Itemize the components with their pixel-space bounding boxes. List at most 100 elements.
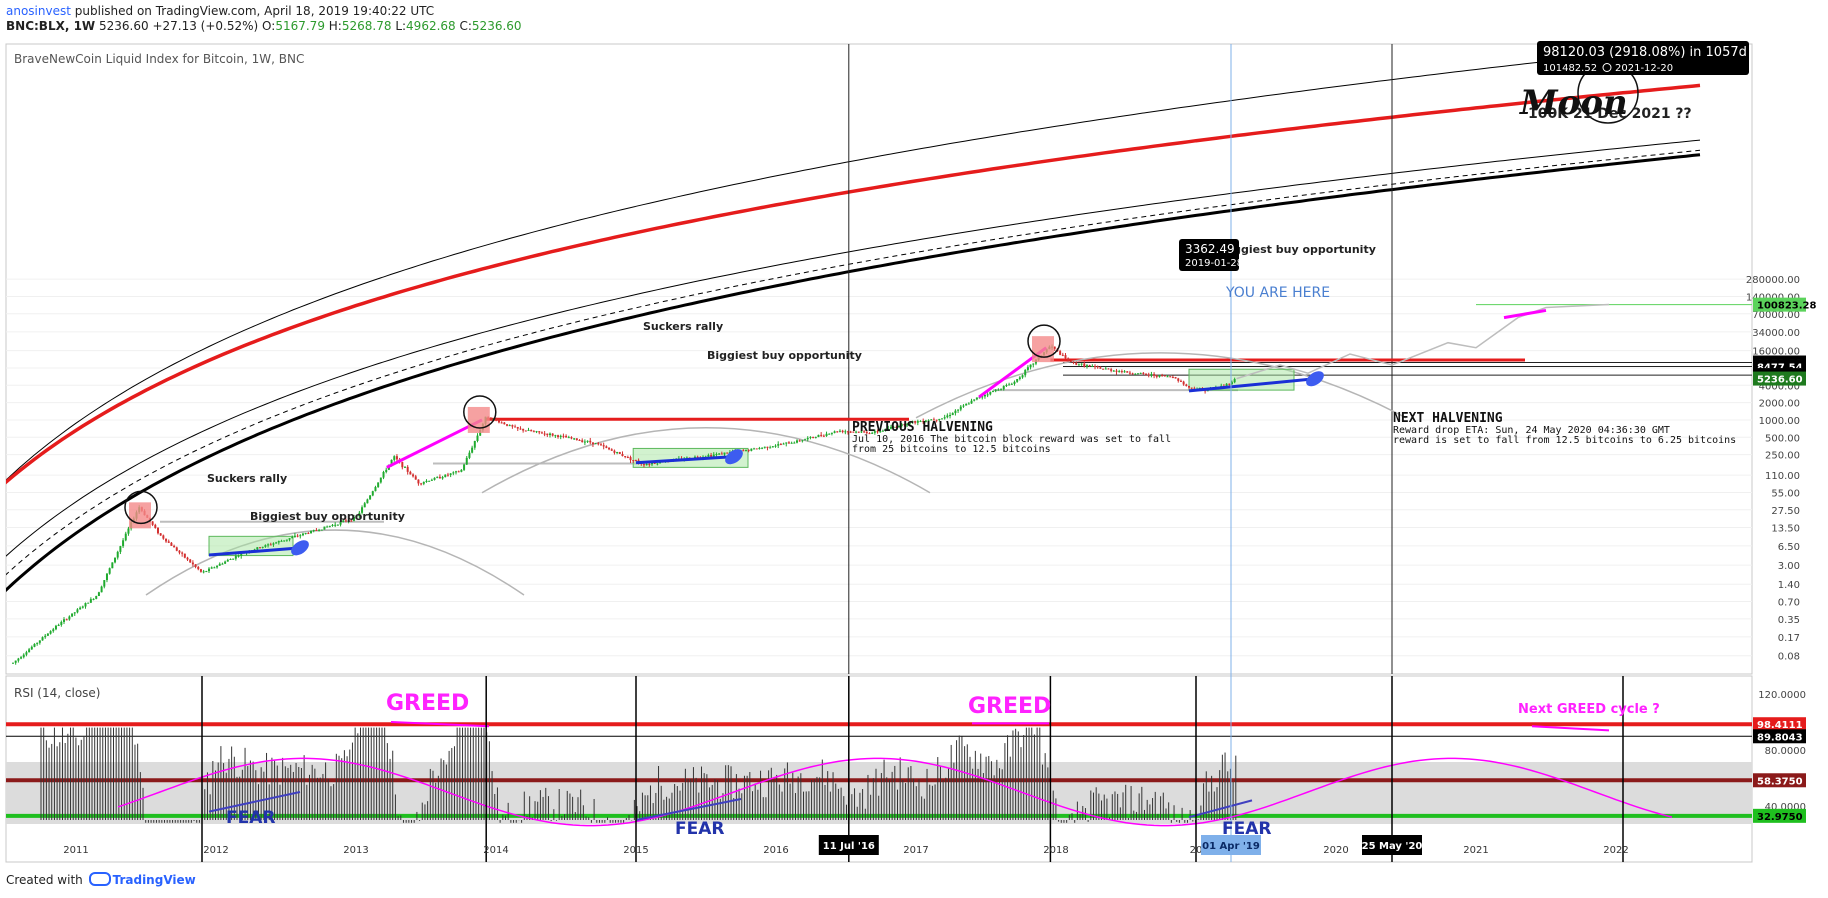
candle-body xyxy=(285,539,288,541)
candle-body xyxy=(879,431,882,433)
candle-body xyxy=(511,425,514,427)
candle-body xyxy=(530,429,533,432)
candle-body xyxy=(777,444,780,446)
candle-body xyxy=(914,421,917,423)
candle-body xyxy=(884,428,887,431)
candle-body xyxy=(449,473,452,475)
candle-body xyxy=(105,573,108,581)
candle-body xyxy=(261,546,264,548)
candle-body xyxy=(122,540,125,547)
blue-arrow xyxy=(208,546,301,557)
candle-body xyxy=(715,454,718,456)
price-tick-label: 34000.00 xyxy=(1752,328,1800,339)
fear-label-3: FEAR xyxy=(1222,819,1271,839)
candle-body xyxy=(221,563,224,565)
candle-body xyxy=(89,599,92,603)
candle-body xyxy=(436,476,439,478)
candle-body xyxy=(602,445,605,447)
suckers-rally-2: Suckers rally xyxy=(643,320,723,333)
price-label-bg xyxy=(1753,297,1806,312)
tradingview-link[interactable]: TradingView xyxy=(112,873,196,887)
candle-body xyxy=(1131,373,1134,375)
measure-date: 2021-12-20 xyxy=(1615,63,1673,74)
candle-body xyxy=(189,559,192,563)
rsi-level-label-bg xyxy=(1753,729,1806,744)
candle-body xyxy=(446,474,449,476)
candle-body xyxy=(108,568,111,574)
time-tick-label: 2018 xyxy=(1043,845,1068,856)
buy-opportunity-1: Biggiest buy opportunity xyxy=(250,510,405,523)
candle-body xyxy=(79,607,82,610)
candle-body xyxy=(87,602,90,604)
candle-body xyxy=(430,479,433,481)
resistance-curve-red xyxy=(6,83,1701,485)
candle-body xyxy=(1112,370,1115,372)
candle-body xyxy=(1091,366,1094,368)
candle-body xyxy=(57,624,60,626)
candle-body xyxy=(344,520,347,522)
candle-body xyxy=(320,529,323,531)
candle-body xyxy=(304,533,307,535)
candle-body xyxy=(460,469,463,472)
prev-halving-title: PREVIOUS HALVENING xyxy=(852,420,993,435)
rsi-level-label-bg xyxy=(1753,717,1806,732)
last-price: 5236.60 xyxy=(99,19,149,33)
low-tooltip xyxy=(1179,239,1239,271)
price-change: +27.13 (+0.52%) xyxy=(152,19,259,33)
price-tick-label: 1000.00 xyxy=(1759,416,1800,427)
open-label: O: xyxy=(262,19,276,33)
candle-body xyxy=(342,520,345,522)
candle-body xyxy=(1088,365,1091,367)
candle-body xyxy=(213,567,216,569)
author-link[interactable]: anosinvest xyxy=(6,4,71,18)
time-tick-label: 2012 xyxy=(203,845,228,856)
candle-body xyxy=(656,463,659,465)
candle-body xyxy=(336,524,339,526)
rsi-level-label: 58.3750 xyxy=(1757,776,1803,787)
candle-body xyxy=(267,544,270,546)
candle-body xyxy=(1155,375,1158,377)
candle-body xyxy=(237,555,240,557)
cycle-arc xyxy=(481,427,931,494)
price-label: 5236.60 xyxy=(1757,375,1803,386)
rsi-tick-label: 120.0000 xyxy=(1758,690,1806,701)
candle-body xyxy=(889,427,892,429)
candle-body xyxy=(1188,385,1190,388)
candle-body xyxy=(229,558,232,560)
time-tick-label: 2017 xyxy=(903,845,928,856)
price-tick-label: 250.00 xyxy=(1765,451,1800,462)
candle-body xyxy=(766,446,769,448)
low-value: 3362.49 xyxy=(1185,242,1235,256)
candle-body xyxy=(280,540,283,542)
candle-body xyxy=(68,616,71,620)
candle-body xyxy=(838,430,841,432)
candle-body xyxy=(578,439,581,441)
candle-body xyxy=(1150,374,1153,376)
candle-body xyxy=(796,440,798,443)
candle-body xyxy=(857,431,860,433)
candle-body xyxy=(38,640,41,643)
candle-body xyxy=(809,436,812,438)
top-marker xyxy=(1032,336,1054,363)
rsi-tick-label: 40.0000 xyxy=(1765,802,1806,813)
candle-body xyxy=(151,521,154,525)
candle-body xyxy=(489,418,492,420)
candle-body xyxy=(404,466,406,468)
candle-body xyxy=(28,649,31,653)
candle-body xyxy=(100,586,103,593)
candle-body xyxy=(272,543,275,545)
candle-body xyxy=(1010,383,1013,385)
candle-body xyxy=(382,471,385,478)
candle-body xyxy=(782,443,785,445)
candle-body xyxy=(940,418,943,420)
candle-body xyxy=(1021,375,1024,378)
candle-body xyxy=(744,449,747,451)
candle-body xyxy=(36,642,39,644)
time-marker-label: 25 May '20 xyxy=(1362,841,1423,852)
candle-body xyxy=(355,516,358,518)
time-tick-label: 2015 xyxy=(623,845,648,856)
candle-body xyxy=(202,571,205,573)
time-tick-label: 2022 xyxy=(1603,845,1628,856)
candle-body xyxy=(103,580,106,587)
